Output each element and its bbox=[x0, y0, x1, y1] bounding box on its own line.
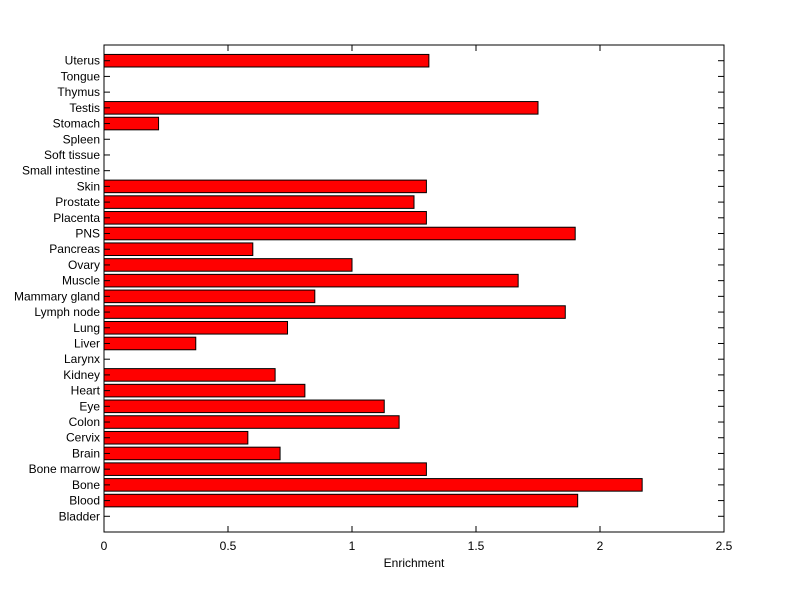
y-tick-label-muscle: Muscle bbox=[62, 274, 100, 288]
y-tick-label-liver: Liver bbox=[74, 336, 100, 350]
y-tick-label-bladder: Bladder bbox=[59, 509, 100, 523]
bar-skin bbox=[103, 179, 427, 194]
y-tick-label-stomach: Stomach bbox=[53, 117, 100, 131]
y-tick-label-pns: PNS bbox=[75, 227, 100, 241]
y-tick-label-skin: Skin bbox=[77, 179, 100, 193]
y-tick-label-thymus: Thymus bbox=[57, 85, 100, 99]
y-tick-label-brain: Brain bbox=[72, 446, 100, 460]
bar-mammary-gland bbox=[103, 289, 316, 304]
y-tick-label-larynx: Larynx bbox=[64, 352, 100, 366]
y-tick-label-prostate: Prostate bbox=[55, 195, 100, 209]
x-axis-label: Enrichment bbox=[384, 556, 445, 570]
y-tick-label-small-intestine: Small intestine bbox=[22, 164, 100, 178]
bar-uterus bbox=[103, 53, 430, 68]
y-tick-label-bone: Bone bbox=[72, 478, 100, 492]
bar-eye bbox=[103, 399, 385, 414]
plot-frame bbox=[103, 44, 725, 533]
y-tick-label-colon: Colon bbox=[69, 415, 100, 429]
bar-bone bbox=[103, 478, 643, 492]
x-tick-label: 0.5 bbox=[220, 539, 237, 553]
bar-brain bbox=[103, 446, 281, 461]
y-tick-label-tongue: Tongue bbox=[61, 69, 101, 83]
y-tick-label-kidney: Kidney bbox=[63, 368, 100, 382]
x-tick-label: 1 bbox=[349, 539, 356, 553]
bar-muscle bbox=[103, 273, 519, 288]
y-tick-label-uterus: Uterus bbox=[65, 54, 100, 68]
bar-bone-marrow bbox=[103, 462, 427, 476]
x-tick-label: 1.5 bbox=[468, 539, 485, 553]
x-tick-label: 2 bbox=[597, 539, 604, 553]
y-tick-label-heart: Heart bbox=[71, 384, 101, 398]
y-tick-label-spleen: Spleen bbox=[63, 132, 100, 146]
bar-heart bbox=[103, 383, 306, 398]
bar-prostate bbox=[103, 195, 415, 209]
y-tick-label-testis: Testis bbox=[69, 101, 100, 115]
x-tick-label: 2.5 bbox=[716, 539, 733, 553]
y-tick-label-lymph-node: Lymph node bbox=[34, 305, 100, 319]
bar-liver bbox=[103, 336, 197, 351]
bar-placenta bbox=[103, 211, 427, 225]
y-tick-label-blood: Blood bbox=[69, 494, 100, 508]
y-tick-label-lung: Lung bbox=[73, 321, 100, 335]
bar-blood bbox=[103, 493, 579, 508]
y-tick-label-placenta: Placenta bbox=[53, 211, 100, 225]
bar-cervix bbox=[103, 430, 249, 445]
x-tick-label: 0 bbox=[101, 539, 108, 553]
y-tick-label-bone-marrow: Bone marrow bbox=[29, 462, 101, 476]
y-tick-label-eye: Eye bbox=[79, 399, 100, 413]
y-tick-label-pancreas: Pancreas bbox=[49, 242, 100, 256]
bar-testis bbox=[103, 101, 539, 115]
bar-ovary bbox=[103, 258, 353, 272]
y-tick-label-ovary: Ovary bbox=[68, 258, 100, 272]
y-tick-label-soft-tissue: Soft tissue bbox=[44, 148, 100, 162]
bar-kidney bbox=[103, 368, 276, 382]
bar-lymph-node bbox=[103, 305, 566, 319]
bar-pancreas bbox=[103, 242, 254, 257]
y-tick-label-mammary-gland: Mammary gland bbox=[14, 289, 100, 303]
bar-pns bbox=[103, 226, 576, 241]
x-axis: 0 0.5 1 1.5 2 2.5 bbox=[101, 45, 733, 553]
bar-stomach bbox=[103, 116, 160, 131]
y-tick-label-cervix: Cervix bbox=[66, 431, 100, 445]
bar-lung bbox=[103, 320, 289, 335]
bar-colon bbox=[103, 415, 400, 429]
